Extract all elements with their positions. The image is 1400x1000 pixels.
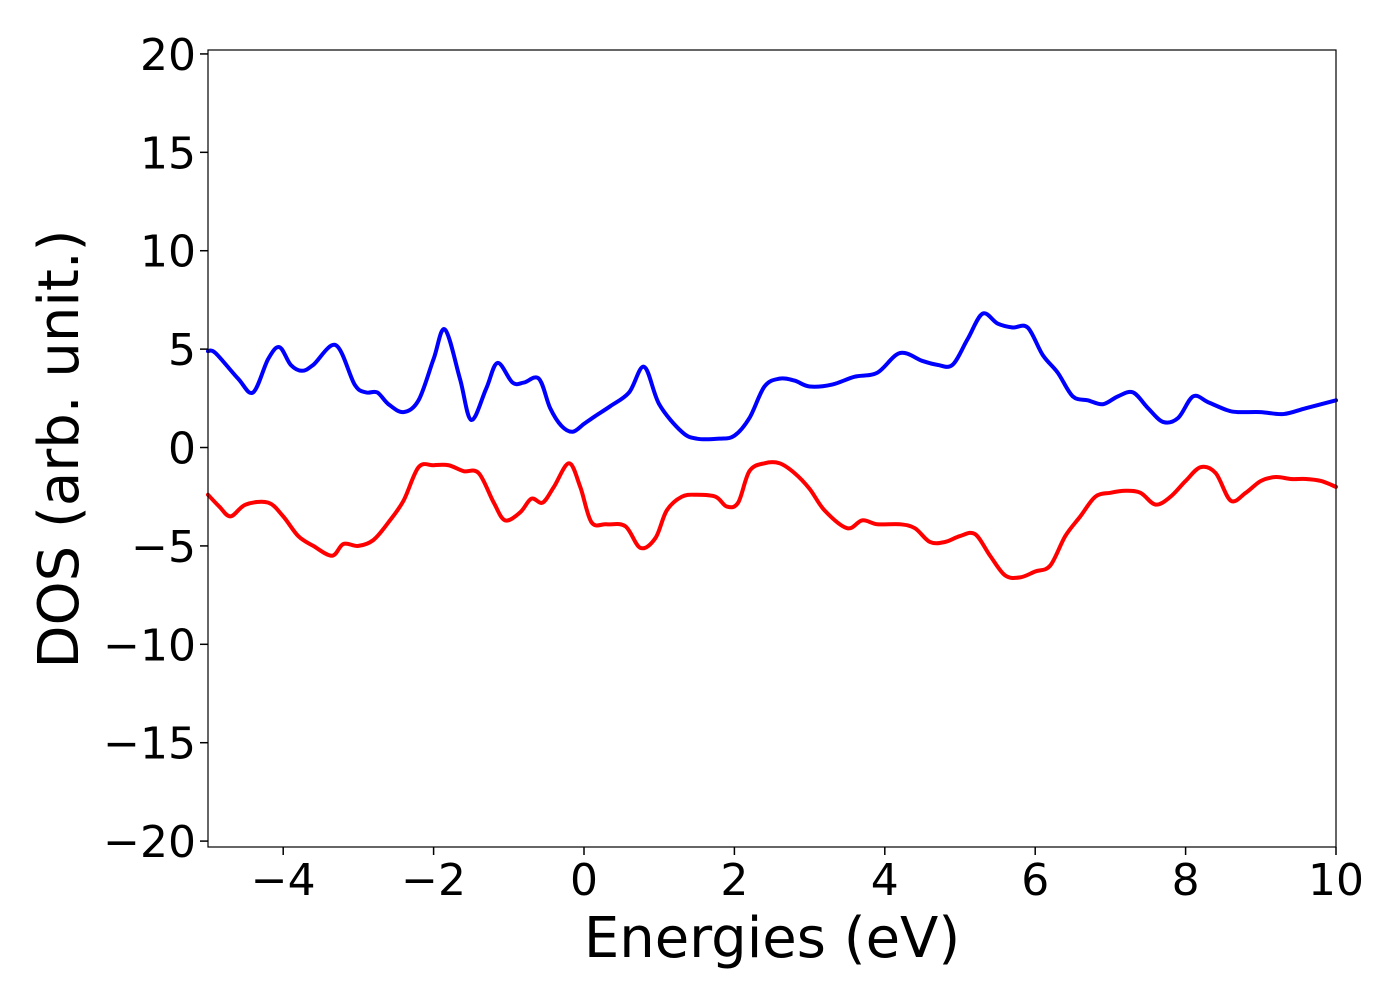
x-axis-ticks: −4 −2 0 2 4 6 8 10 xyxy=(251,847,1364,906)
y-tick-label: 10 xyxy=(140,227,196,278)
x-tick-label: −2 xyxy=(401,855,466,906)
y-tick-label: −20 xyxy=(103,817,196,868)
y-tick-label: −10 xyxy=(103,620,196,671)
y-tick-label: 0 xyxy=(168,424,196,475)
y-axis-ticks: −20 −15 −10 −5 0 5 10 15 20 xyxy=(103,30,208,868)
x-axis-label: Energies (eV) xyxy=(584,906,960,971)
x-tick-label: −4 xyxy=(251,855,316,906)
y-axis-label: DOS (arb. unit.) xyxy=(27,229,92,668)
x-tick-label: 10 xyxy=(1308,855,1364,906)
dos-series-2-line xyxy=(206,460,1338,581)
plot-frame xyxy=(207,49,1337,848)
y-tick-label: −5 xyxy=(131,522,196,573)
y-tick-label: −15 xyxy=(103,719,196,770)
series-layer xyxy=(206,311,1338,581)
y-tick-label: 20 xyxy=(140,30,196,81)
dos-series-1-line xyxy=(206,311,1338,442)
x-tick-label: 0 xyxy=(570,855,598,906)
x-tick-label: 8 xyxy=(1172,855,1200,906)
x-tick-label: 2 xyxy=(720,855,748,906)
x-tick-label: 4 xyxy=(871,855,899,906)
y-tick-label: 15 xyxy=(140,128,196,179)
x-tick-label: 6 xyxy=(1021,855,1049,906)
y-tick-label: 5 xyxy=(168,325,196,376)
